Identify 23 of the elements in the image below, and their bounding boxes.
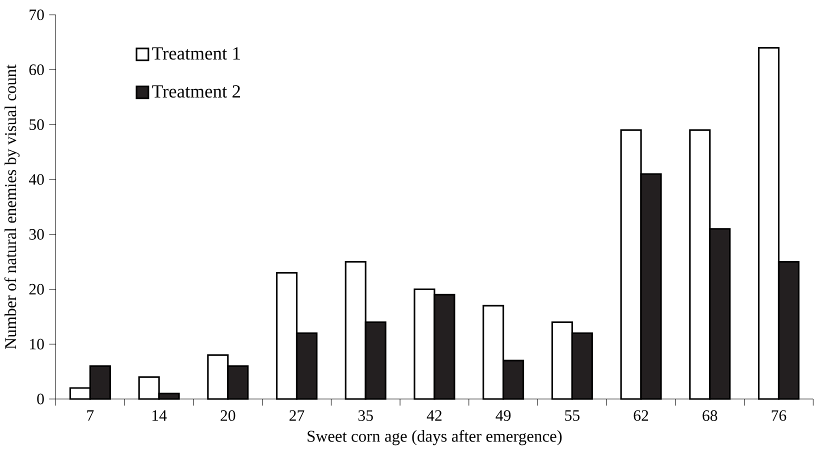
- x-tick-label: 7: [87, 410, 94, 420]
- y-tick-label: 70: [30, 9, 44, 20]
- y-tick-label: 40: [28, 174, 44, 185]
- x-tick-label: 76: [772, 410, 786, 421]
- x-tick-label: 20: [220, 410, 236, 421]
- x-tick-label: 42: [426, 410, 442, 421]
- legend-label: Treatment 2: [152, 85, 240, 98]
- legend-label: Treatment 1: [152, 47, 240, 60]
- x-tick-label: 27: [290, 410, 304, 421]
- y-tick-label: 60: [29, 64, 44, 75]
- x-tick-label: 35: [358, 410, 373, 421]
- y-tick-label: 0: [37, 393, 44, 404]
- y-tick-label: 10: [30, 338, 44, 350]
- y-axis-title: Number of natural enemies by visual count: [4, 64, 20, 349]
- x-axis-title: Sweet corn age (days after emergence): [308, 430, 562, 446]
- x-tick-label: 49: [496, 410, 511, 421]
- y-tick-label: 30: [29, 228, 44, 240]
- x-tick-label: 55: [565, 410, 580, 421]
- x-tick-label: 62: [634, 410, 648, 421]
- x-tick-label: 14: [152, 410, 167, 421]
- y-tick-label: 20: [29, 284, 44, 294]
- y-tick-label: 50: [30, 119, 44, 130]
- x-tick-label: 68: [702, 410, 718, 421]
